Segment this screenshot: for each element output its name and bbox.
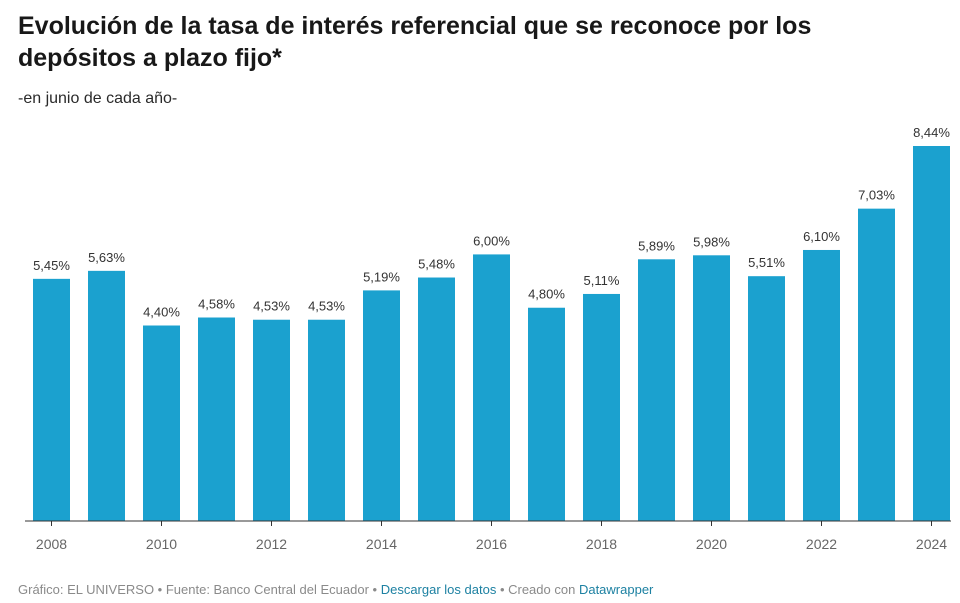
bar-2010 (143, 325, 180, 521)
bar-2021 (748, 276, 785, 521)
value-label-2024: 8,44% (913, 125, 950, 140)
source-text: Fuente: Banco Central del Ecuador (165, 582, 369, 597)
value-label-2018: 5,11% (584, 273, 620, 288)
value-label-2020: 5,98% (693, 234, 730, 249)
bar-2013 (308, 319, 345, 521)
bar-2017 (528, 307, 565, 521)
separator: • (154, 582, 166, 597)
chart-subtitle: -en junio de cada año- (18, 90, 178, 107)
x-tick-label-2020: 2020 (696, 536, 727, 552)
bar-2012 (253, 319, 290, 521)
value-label-2008: 5,45% (33, 258, 70, 273)
bar-2015 (418, 277, 455, 521)
created-with-text: Creado con (508, 582, 576, 597)
datawrapper-link[interactable]: Datawrapper (578, 582, 654, 597)
bar-2019 (638, 259, 675, 521)
x-tick-label-2016: 2016 (476, 536, 507, 552)
credit-text: Gráfico: EL UNIVERSO (18, 582, 155, 597)
bar-2020 (693, 255, 730, 521)
value-label-2010: 4,40% (143, 305, 180, 320)
value-label-2017: 4,80% (528, 287, 565, 302)
bar-2022 (803, 249, 840, 522)
bar-2011 (198, 317, 235, 521)
x-tick-label-2014: 2014 (366, 536, 397, 552)
x-tick-label-2024: 2024 (916, 536, 947, 552)
x-tick-label-2018: 2018 (586, 536, 617, 552)
bar-2008 (33, 278, 70, 521)
value-label-2013: 4,53% (308, 299, 345, 314)
value-label-2012: 4,53% (253, 299, 290, 314)
value-label-2011: 4,58% (198, 297, 235, 312)
chart-title: Evolución de la tasa de interés referenc… (18, 12, 812, 72)
bar-2024 (913, 146, 950, 521)
bar-2016 (473, 254, 510, 521)
value-label-2014: 5,19% (363, 269, 400, 284)
separator: • (496, 582, 509, 597)
value-label-2016: 6,00% (473, 233, 510, 248)
bar-chart: 5,45% 5,63% 4,40% 4,58% 4,53% 4,53% 5,19% 5,48%… (25, 125, 951, 552)
bar-2014 (363, 290, 400, 521)
value-label-2021: 5,51% (748, 255, 785, 270)
bar-2023 (858, 208, 895, 521)
bar-2009 (88, 270, 125, 521)
x-tick-label-2008: 2008 (36, 536, 67, 552)
chart-footer: Gráfico: EL UNIVERSO • Fuente: Banco Cen… (18, 582, 653, 597)
value-label-2022: 6,10% (803, 229, 840, 244)
value-label-2015: 5,48% (418, 257, 455, 272)
value-label-2023: 7,03% (858, 188, 895, 203)
value-label-2019: 5,89% (638, 238, 675, 253)
x-tick-label-2010: 2010 (146, 536, 177, 552)
download-data-link[interactable]: Descargar los datos (380, 582, 497, 597)
x-tick-label-2012: 2012 (256, 536, 287, 552)
separator: • (368, 582, 381, 597)
value-label-2009: 5,63% (88, 250, 125, 265)
x-tick-label-2022: 2022 (806, 536, 837, 552)
bar-2018 (583, 293, 620, 521)
